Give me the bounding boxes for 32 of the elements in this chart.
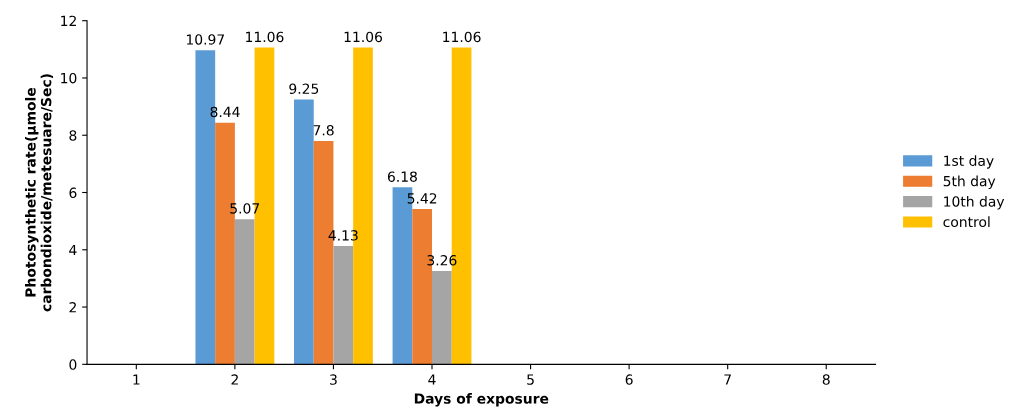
y-tick-label: 12 [61, 15, 76, 26]
y-tick-label: 4 [69, 244, 77, 256]
legend-label: 1st day [944, 155, 994, 169]
data-label: 11.06 [246, 31, 284, 43]
y-tick-label: 8 [69, 130, 77, 141]
data-label: 7.8 [313, 124, 334, 136]
x-tick-label: 5 [527, 374, 534, 385]
x-tick-label: 6 [625, 374, 633, 385]
bar [294, 99, 314, 365]
legend-label: 10th day [944, 195, 1005, 210]
bar [333, 246, 354, 365]
data-label: 6.18 [387, 171, 417, 182]
y-axis-title: Photosynthetic rate(µmole carbondioxide/metesuare/Sec) [24, 74, 54, 312]
x-tick-label: 7 [724, 374, 731, 385]
x-tick-label: 3 [330, 374, 337, 385]
data-label: 11.06 [344, 31, 383, 43]
y-tick-label: 10 [61, 72, 77, 84]
y-tick-label: 0 [69, 359, 77, 370]
y-tick-label: 6 [69, 187, 77, 198]
y-tick-label: 2 [69, 302, 76, 313]
x-tick-label: 1 [133, 374, 140, 385]
bar [234, 219, 255, 365]
data-label: 10.97 [186, 34, 225, 45]
data-label: 11.06 [443, 31, 481, 43]
x-tick-label: 2 [231, 374, 238, 385]
legend-label: 5th day [943, 175, 996, 190]
legend-label: control [943, 216, 990, 228]
x-axis-title: Days of exposure [414, 393, 549, 407]
x-tick-label: 8 [822, 374, 830, 385]
data-label: 9.25 [289, 83, 319, 94]
x-tick-label: 4 [428, 374, 436, 385]
bar [432, 270, 452, 365]
